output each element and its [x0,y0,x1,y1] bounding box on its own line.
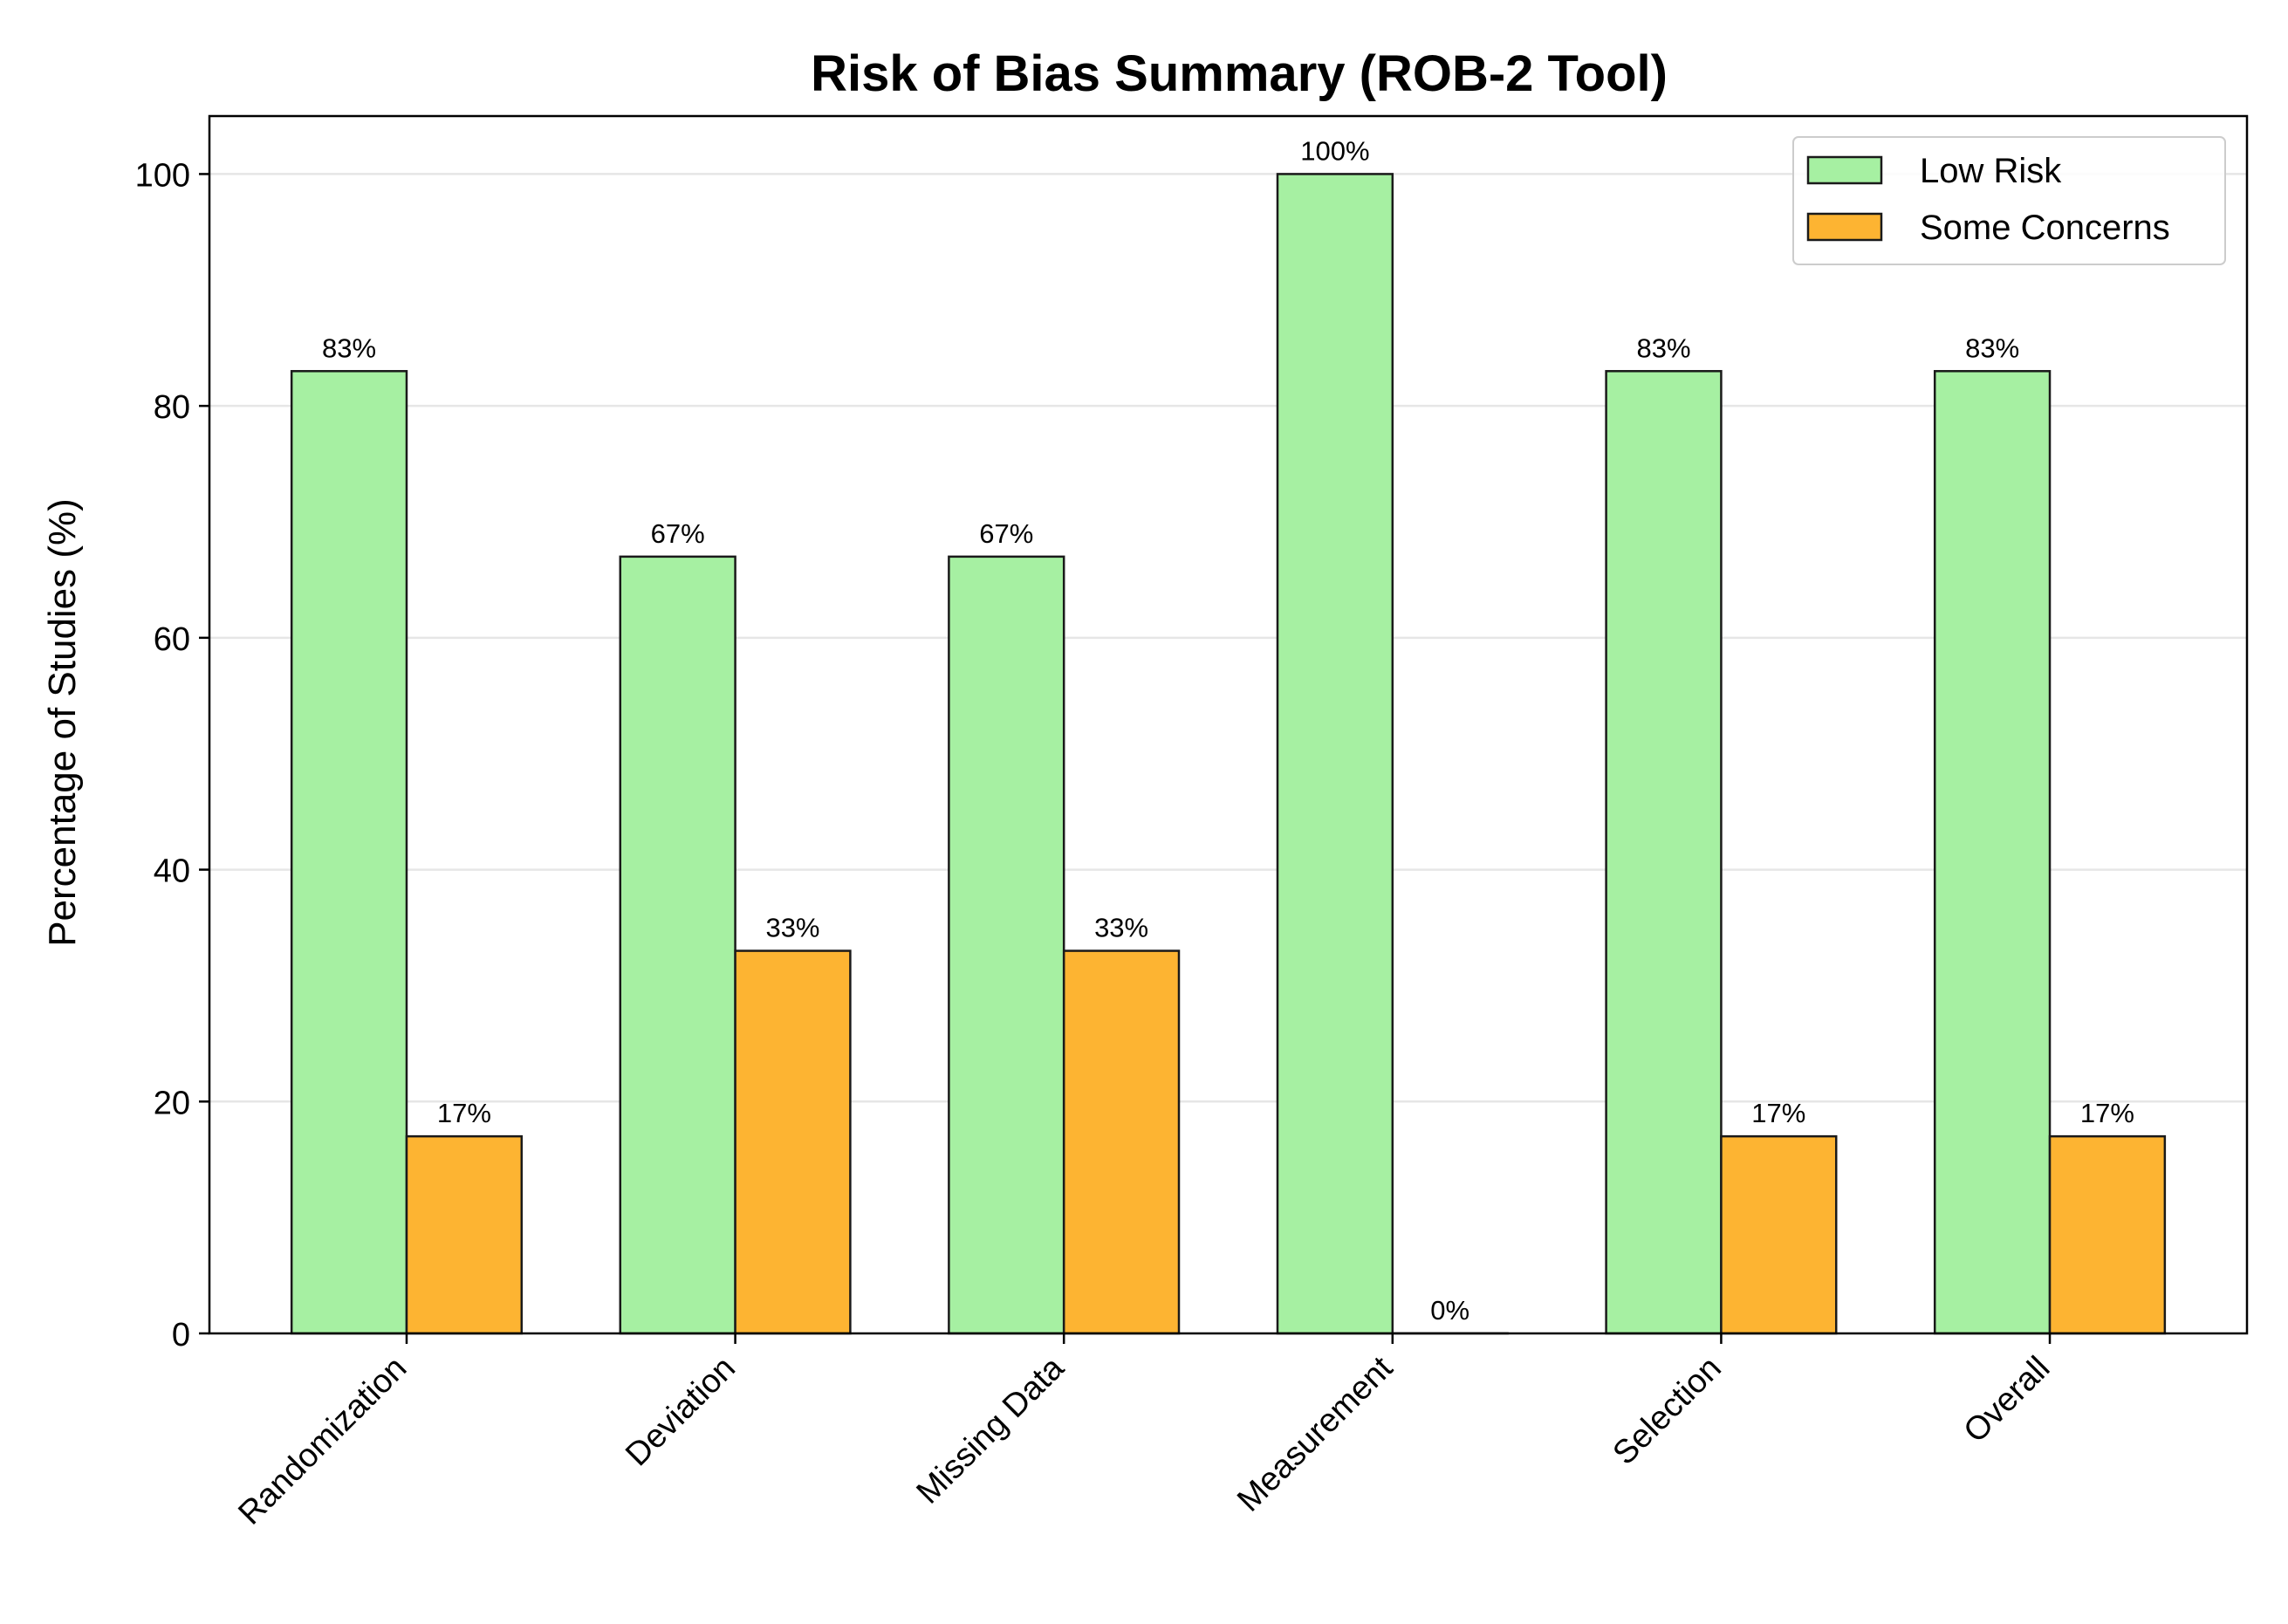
bar-low-risk-deviation [620,557,736,1333]
data-label-some-concerns-missing-data: 33% [1094,913,1148,943]
data-label-low-risk-deviation: 67% [651,518,705,549]
bar-low-risk-randomization [291,371,407,1333]
data-label-some-concerns-overall: 17% [2080,1098,2134,1128]
data-label-some-concerns-randomization: 17% [437,1098,491,1128]
y-tick-label-40: 40 [154,853,190,890]
bar-some-concerns-overall [2050,1136,2165,1333]
data-label-some-concerns-deviation: 33% [765,913,819,943]
bar-low-risk-overall [1935,371,2050,1333]
legend-swatch-low-risk [1808,157,1881,183]
y-tick-label-100: 100 [135,157,190,194]
data-label-some-concerns-selection: 17% [1751,1098,1805,1128]
bar-some-concerns-deviation [736,951,851,1333]
y-tick-label-0: 0 [172,1317,190,1353]
bar-low-risk-measurement [1278,174,1393,1333]
data-label-low-risk-overall: 83% [1965,332,2019,363]
bar-low-risk-missing-data [949,557,1064,1333]
bar-some-concerns-randomization [407,1136,522,1333]
bar-some-concerns-selection [1721,1136,1836,1333]
data-label-low-risk-selection: 83% [1636,332,1690,363]
y-axis-label: Percentage of Studies (%) [41,498,84,947]
bar-some-concerns-missing-data [1064,951,1179,1333]
bar-low-risk-selection [1606,371,1722,1333]
legend-label-low-risk: Low Risk [1920,152,2062,190]
legend: Low Risk Some Concerns [1793,137,2225,264]
y-tick-label-60: 60 [154,621,190,658]
data-label-low-risk-missing-data: 67% [979,518,1033,549]
legend-swatch-some-concerns [1808,214,1881,240]
y-tick-label-20: 20 [154,1085,190,1121]
data-label-low-risk-measurement: 100% [1300,135,1369,166]
y-tick-label-80: 80 [154,389,190,426]
data-label-low-risk-randomization: 83% [322,332,376,363]
chart-title: Risk of Bias Summary (ROB-2 Tool) [811,45,1668,102]
data-label-some-concerns-measurement: 0% [1430,1295,1469,1326]
legend-label-some-concerns: Some Concerns [1920,209,2170,247]
